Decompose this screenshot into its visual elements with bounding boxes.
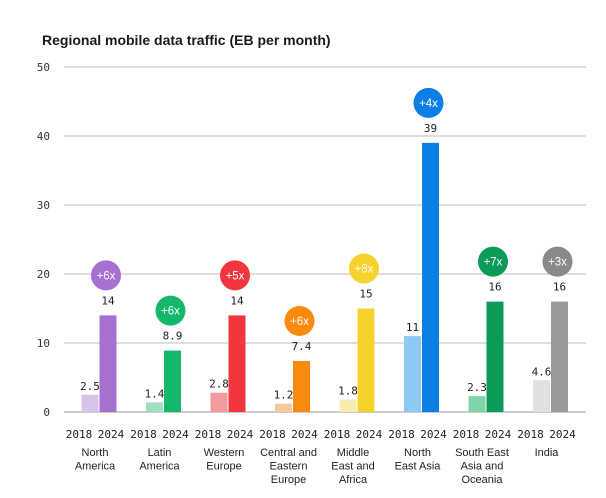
region-label: Western bbox=[204, 447, 245, 459]
region-label: South East bbox=[455, 447, 509, 459]
value-label-2018: 2.3 bbox=[467, 381, 487, 394]
value-label-2024: 16 bbox=[553, 281, 566, 294]
x-tick-2018: 2018 bbox=[453, 428, 480, 441]
x-tick-2018: 2018 bbox=[259, 428, 286, 441]
x-tick-2024: 2024 bbox=[549, 428, 576, 441]
bar-2024-6 bbox=[486, 301, 504, 412]
growth-badge-label: +7x bbox=[484, 257, 503, 269]
bar-2018-5 bbox=[404, 336, 421, 412]
y-axis: 0 10 20 30 40 50 bbox=[37, 61, 50, 419]
chart-title: Regional mobile data traffic (EB per mon… bbox=[42, 32, 331, 48]
region-label: Asia and bbox=[461, 461, 504, 473]
bar-2018-2 bbox=[210, 392, 228, 412]
bar-2018-7 bbox=[533, 380, 550, 412]
growth-badge-label: +6x bbox=[97, 270, 116, 282]
y-tick-label: 20 bbox=[37, 268, 50, 281]
growth-badge-label: +8x bbox=[355, 264, 374, 276]
y-tick-label: 40 bbox=[37, 130, 50, 143]
value-label-2024: 8.9 bbox=[163, 330, 183, 343]
gridlines bbox=[64, 66, 586, 413]
y-tick-label: 30 bbox=[37, 199, 50, 212]
growth-badge-label: +4x bbox=[419, 98, 438, 110]
growth-badge-0 bbox=[91, 260, 121, 291]
region-label: East and bbox=[331, 461, 374, 473]
bar-2024-2 bbox=[228, 315, 246, 412]
x-tick-2024: 2024 bbox=[356, 428, 383, 441]
region-label: Europe bbox=[206, 461, 241, 473]
growth-badges: +6x +6x +5x +6x +8x +4x +7x +3x bbox=[91, 87, 573, 336]
y-tick-label: 50 bbox=[37, 61, 50, 74]
value-label-2018: 4.6 bbox=[532, 365, 552, 378]
region-label: North bbox=[82, 447, 109, 459]
value-label-2018: 1.8 bbox=[338, 385, 358, 398]
x-tick-2018: 2018 bbox=[195, 428, 222, 441]
growth-badge-label: +3x bbox=[548, 257, 567, 269]
bar-2024-1 bbox=[164, 350, 181, 412]
growth-badge-4 bbox=[349, 253, 379, 284]
x-tick-2018: 2018 bbox=[388, 428, 415, 441]
value-label-2018: 1.2 bbox=[274, 389, 294, 402]
value-label-2024: 16 bbox=[488, 281, 501, 294]
growth-badge-label: +5x bbox=[226, 270, 245, 282]
value-label-2024: 14 bbox=[101, 294, 115, 307]
region-label: Oceania bbox=[462, 474, 504, 486]
x-tick-2018: 2018 bbox=[324, 428, 351, 441]
growth-badge-label: +6x bbox=[290, 316, 309, 328]
bar-2018-3 bbox=[275, 403, 292, 412]
region-label: North bbox=[404, 447, 431, 459]
bar-2018-0 bbox=[81, 394, 99, 412]
growth-badge-3 bbox=[284, 305, 315, 336]
region-label: America bbox=[75, 461, 116, 473]
growth-badge-6 bbox=[478, 246, 508, 277]
value-label-2018: 11 bbox=[406, 321, 419, 334]
value-label-2024: 7.4 bbox=[292, 340, 312, 353]
x-tick-2018: 2018 bbox=[517, 428, 544, 441]
bar-2024-3 bbox=[293, 360, 310, 412]
y-tick-label: 10 bbox=[37, 337, 50, 350]
value-labels: 2.5 14 1.4 8.9 2.8 14 1.2 7.4 1.8 15 11 39 2.3 16 4.6 1… bbox=[80, 122, 566, 402]
y-tick-label: 0 bbox=[43, 406, 50, 419]
bar-2018-4 bbox=[339, 399, 357, 412]
x-tick-2024: 2024 bbox=[162, 428, 189, 441]
x-tick-2024: 2024 bbox=[98, 428, 125, 441]
region-label: Central and bbox=[260, 447, 317, 459]
x-tick-2024: 2024 bbox=[420, 428, 447, 441]
bar-2024-4 bbox=[357, 308, 375, 412]
value-label-2024: 39 bbox=[424, 122, 437, 135]
x-tick-2024: 2024 bbox=[227, 428, 254, 441]
bar-2018-6 bbox=[468, 396, 486, 412]
bar-2018-1 bbox=[146, 402, 163, 412]
bar-2024-5 bbox=[422, 142, 439, 412]
bars bbox=[81, 142, 568, 412]
region-label: Latin bbox=[148, 447, 172, 459]
region-label: Africa bbox=[339, 474, 368, 486]
value-label-2018: 1.4 bbox=[145, 387, 165, 400]
region-label: East Asia bbox=[395, 461, 442, 473]
bar-2024-7 bbox=[551, 301, 568, 412]
value-label-2024: 14 bbox=[230, 294, 244, 307]
region-label: America bbox=[139, 461, 180, 473]
region-label: India bbox=[535, 447, 560, 459]
x-tick-2018: 2018 bbox=[130, 428, 157, 441]
x-tick-2024: 2024 bbox=[485, 428, 512, 441]
growth-badge-2 bbox=[220, 260, 250, 291]
x-tick-2018: 2018 bbox=[66, 428, 93, 441]
growth-badge-label: +6x bbox=[161, 306, 180, 318]
x-tick-2024: 2024 bbox=[291, 428, 318, 441]
growth-badge-1 bbox=[155, 295, 186, 326]
region-label: Europe bbox=[271, 474, 306, 486]
value-label-2024: 15 bbox=[359, 288, 372, 301]
bar-2024-0 bbox=[99, 315, 117, 412]
value-label-2018: 2.5 bbox=[80, 380, 100, 393]
region-label: Eastern bbox=[270, 461, 308, 473]
value-label-2018: 2.8 bbox=[209, 378, 229, 391]
growth-badge-5 bbox=[413, 87, 444, 118]
growth-badge-7 bbox=[542, 246, 573, 277]
region-label: Middle bbox=[337, 447, 369, 459]
x-axis: 2018 2024 North America 2018 2024 Latin America… bbox=[66, 428, 576, 486]
